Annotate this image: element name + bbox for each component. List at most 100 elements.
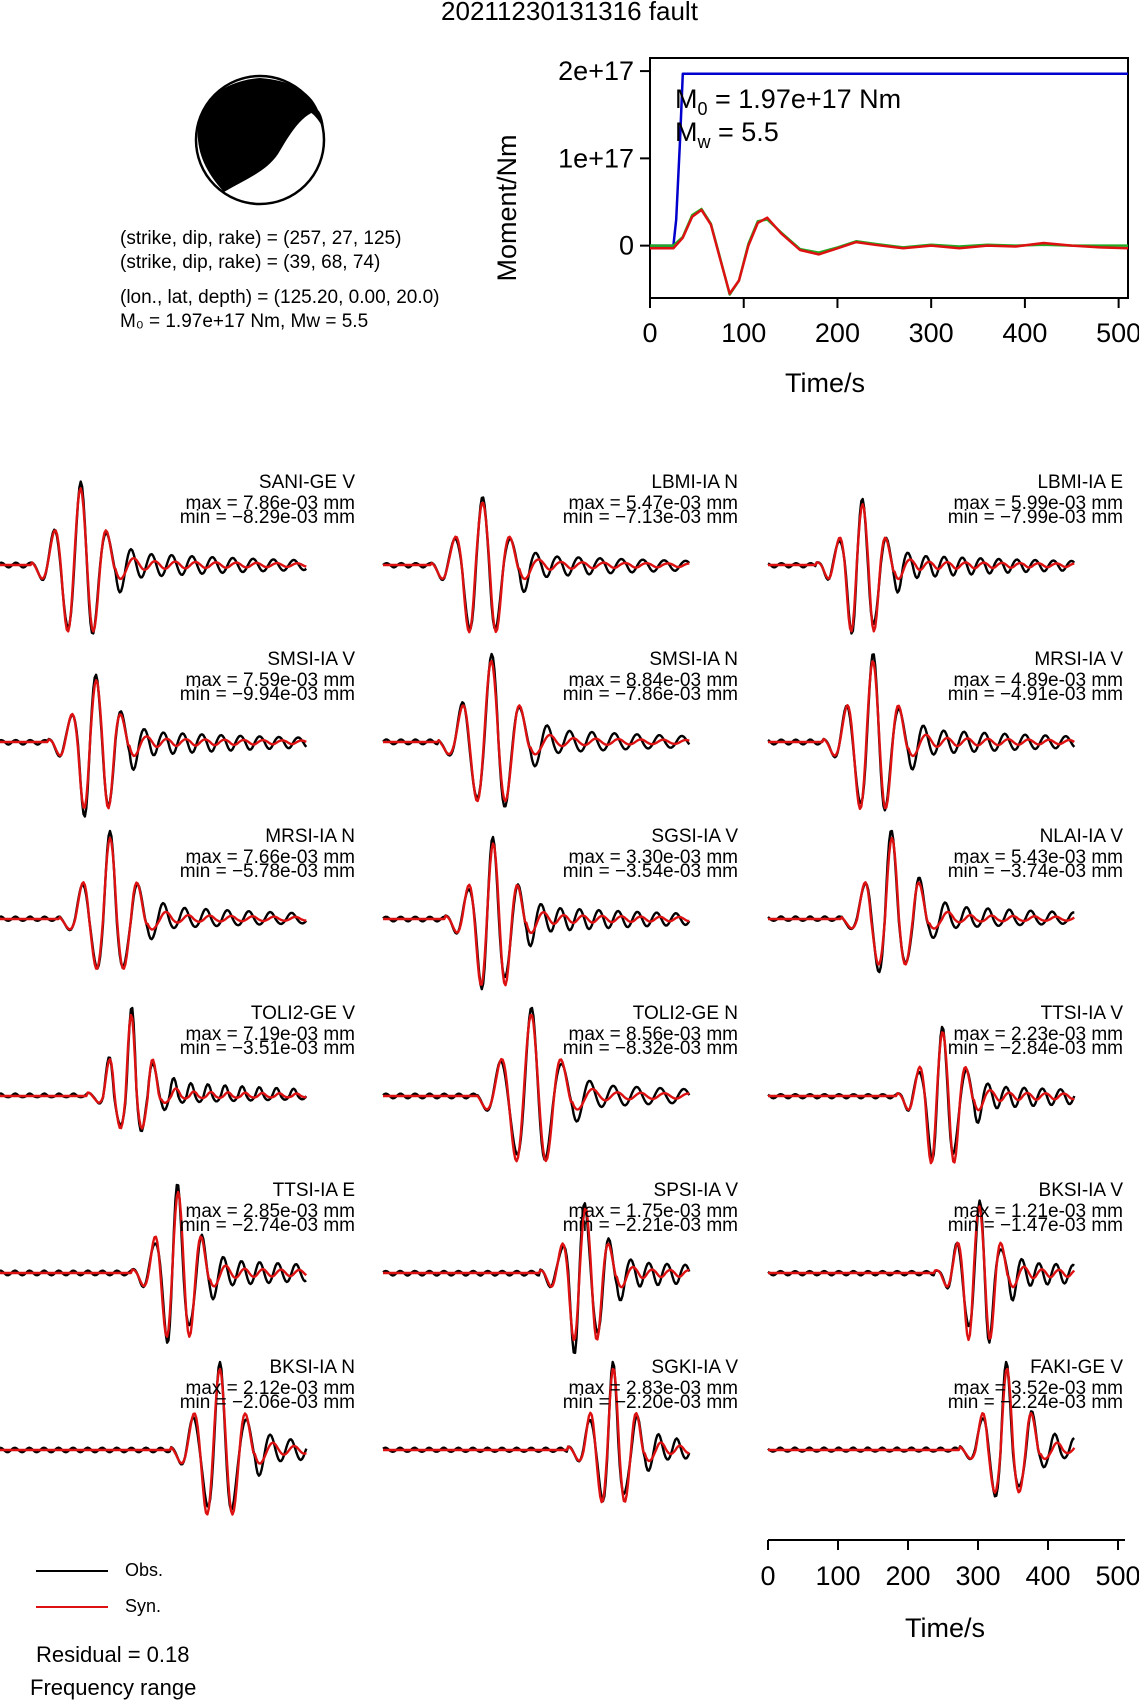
max-amplitude-label: max = 7.59e-03 mm	[186, 670, 356, 691]
legend: Obs. Syn. Residual = 0.18 Frequency rang…	[0, 1555, 300, 1700]
min-amplitude-label: min = −2.06e-03 mm	[180, 1392, 355, 1413]
station-label: SMSI-IA N	[649, 649, 738, 670]
synthetic-trace	[768, 1031, 1075, 1165]
min-amplitude-label: min = −2.24e-03 mm	[948, 1392, 1123, 1413]
stf-xtick-label: 300	[909, 318, 954, 348]
min-amplitude-label: min = −9.94e-03 mm	[180, 684, 355, 705]
observed-trace	[0, 829, 308, 970]
min-amplitude-label: min = −5.78e-03 mm	[180, 861, 355, 882]
observed-trace	[0, 1360, 308, 1512]
max-amplitude-label: max = 7.86e-03 mm	[186, 493, 356, 514]
obs-legend-line	[36, 1570, 108, 1572]
moment-rate-chart: 0 1e+17 2e+17 0 100 200 300 400 500 M0 = 1.97e+1…	[492, 56, 1139, 398]
synthetic-trace	[768, 836, 1075, 966]
max-amplitude-label: max = 2.12e-03 mm	[186, 1378, 356, 1399]
station-label: NLAI-IA V	[1040, 826, 1124, 847]
time-axis-tick-label: 300	[955, 1561, 1000, 1591]
station-label: MRSI-IA N	[265, 826, 355, 847]
min-amplitude-label: min = −3.54e-03 mm	[563, 861, 738, 882]
synthetic-trace	[383, 1367, 690, 1504]
stf-xtick-label: 100	[721, 318, 766, 348]
stf-ytick-label: 2e+17	[558, 56, 634, 86]
synthetic-trace	[383, 501, 690, 634]
stf-xtick-label: 400	[1002, 318, 1047, 348]
max-amplitude-label: max = 2.23e-03 mm	[954, 1024, 1124, 1045]
synthetic-trace	[768, 660, 1075, 810]
station-label: SANI-GE V	[259, 472, 355, 493]
station-label: LBMI-IA N	[651, 472, 738, 493]
max-amplitude-label: max = 5.99e-03 mm	[954, 493, 1124, 514]
synthetic-trace	[0, 1367, 307, 1516]
plane1-text: (strike, dip, rake) = (257, 27, 125)	[120, 228, 402, 249]
observed-trace	[767, 653, 1076, 812]
min-amplitude-label: min = −4.91e-03 mm	[948, 684, 1123, 705]
plane2-text: (strike, dip, rake) = (39, 68, 74)	[120, 252, 381, 273]
station-label: TTSI-IA E	[273, 1180, 355, 1201]
station-label: SPSI-IA V	[654, 1180, 739, 1201]
m0-annotation: M0 = 1.97e+17 Nm	[675, 84, 901, 119]
location-text: (lon., lat, depth) = (125.20, 0.00, 20.0…	[120, 287, 440, 308]
synthetic-trace	[383, 842, 690, 987]
max-amplitude-label: max = 5.43e-03 mm	[954, 847, 1124, 868]
station-label: SMSI-IA V	[267, 649, 355, 670]
max-amplitude-label: max = 7.19e-03 mm	[186, 1024, 356, 1045]
min-amplitude-label: min = −3.74e-03 mm	[948, 861, 1123, 882]
beachball-diagram	[194, 74, 326, 206]
time-axis-tick-label: 400	[1025, 1561, 1070, 1591]
max-amplitude-label: max = 1.21e-03 mm	[954, 1201, 1124, 1222]
station-label: BKSI-IA N	[269, 1357, 355, 1378]
observed-trace	[767, 1025, 1076, 1162]
max-amplitude-label: max = 8.84e-03 mm	[569, 670, 739, 691]
max-amplitude-label: max = 3.30e-03 mm	[569, 847, 739, 868]
max-amplitude-label: max = 2.83e-03 mm	[569, 1378, 739, 1399]
frequency-range-text: Frequency range	[30, 1675, 197, 1700]
max-amplitude-label: max = 5.47e-03 mm	[569, 493, 739, 514]
beachball-tip	[310, 110, 324, 130]
max-amplitude-label: max = 3.52e-03 mm	[954, 1378, 1124, 1399]
station-label: SGSI-IA V	[651, 826, 738, 847]
stf-xtick-label: 0	[642, 318, 657, 348]
min-amplitude-label: min = −1.47e-03 mm	[948, 1215, 1123, 1236]
stf-xlabel: Time/s	[785, 368, 865, 398]
min-amplitude-label: min = −2.20e-03 mm	[563, 1392, 738, 1413]
observed-trace	[767, 1199, 1075, 1344]
station-label: MRSI-IA V	[1034, 649, 1123, 670]
min-amplitude-label: min = −7.13e-03 mm	[563, 507, 738, 528]
min-amplitude-label: min = −8.32e-03 mm	[563, 1038, 738, 1059]
synthetic-trace	[0, 678, 307, 810]
synthetic-trace	[383, 659, 690, 803]
station-label: TOLI2-GE V	[251, 1003, 356, 1024]
synthetic-trace	[383, 1013, 690, 1163]
min-amplitude-label: min = −7.99e-03 mm	[948, 507, 1123, 528]
beachball-compression-quadrant	[197, 78, 318, 192]
time-axis-tick-label: 500	[1095, 1561, 1139, 1591]
obs-legend-label: Obs.	[125, 1560, 164, 1580]
time-axis-tick-label: 200	[885, 1561, 930, 1591]
max-amplitude-label: max = 2.85e-03 mm	[186, 1201, 356, 1222]
stf-ytick-label: 0	[619, 231, 634, 261]
moment-text: M₀ = 1.97e+17 Nm, Mw = 5.5	[120, 311, 369, 332]
max-amplitude-label: max = 1.75e-03 mm	[569, 1201, 739, 1222]
synthetic-trace	[0, 1190, 308, 1338]
synthetic-trace	[383, 1207, 690, 1342]
waveform-time-axis: 0 100 200 300 400 500 Time/s	[760, 1539, 1139, 1643]
min-amplitude-label: min = −2.74e-03 mm	[180, 1215, 355, 1236]
synthetic-trace	[0, 836, 307, 970]
min-amplitude-label: min = −3.51e-03 mm	[180, 1038, 355, 1059]
synthetic-trace	[0, 487, 307, 633]
station-label: LBMI-IA E	[1037, 472, 1123, 493]
max-amplitude-label: max = 4.89e-03 mm	[954, 670, 1124, 691]
stf-plot-frame	[649, 57, 1129, 299]
min-amplitude-label: min = −8.29e-03 mm	[180, 507, 355, 528]
stf-ylabel: Moment/Nm	[492, 134, 522, 281]
stf-series-line-2	[650, 208, 1129, 295]
mw-annotation: Mw = 5.5	[675, 117, 779, 152]
stf-ytick-label: 1e+17	[558, 143, 634, 173]
station-label: BKSI-IA V	[1039, 1180, 1124, 1201]
station-label: TOLI2-GE N	[633, 1003, 738, 1024]
time-axis-tick-label: 100	[815, 1561, 860, 1591]
max-amplitude-label: max = 7.66e-03 mm	[186, 847, 356, 868]
observed-trace	[767, 829, 1075, 974]
synthetic-trace	[768, 1367, 1076, 1494]
time-axis-tick-label: 0	[760, 1561, 775, 1591]
